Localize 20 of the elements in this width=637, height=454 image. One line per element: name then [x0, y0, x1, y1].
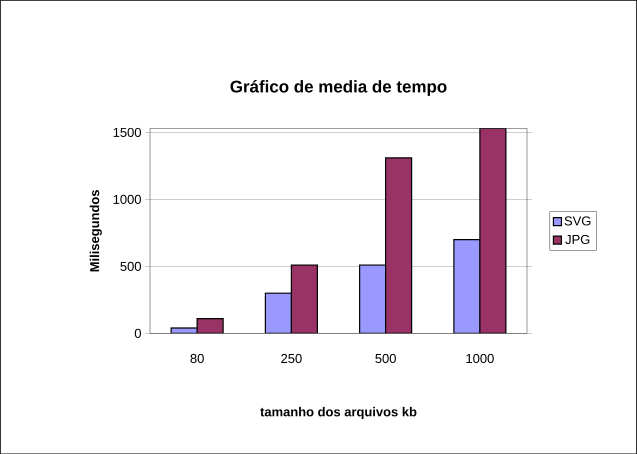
- legend-label: SVG: [564, 216, 590, 226]
- chart-title: Gráfico de media de tempo: [230, 80, 447, 96]
- bar: [196, 318, 224, 334]
- x-tick-label: 250: [281, 354, 302, 363]
- bar: [385, 157, 412, 334]
- y-tick-label: 0: [134, 328, 141, 338]
- bar: [453, 238, 480, 334]
- bar: [264, 292, 292, 334]
- x-tick-label: 1000: [466, 354, 494, 363]
- bar: [359, 264, 386, 334]
- y-tick-label: 500: [120, 262, 141, 271]
- x-tick-label: 500: [375, 354, 396, 363]
- legend-label: JPG: [565, 234, 590, 244]
- x-tick-label: 80: [190, 354, 204, 363]
- y-tick-label: 1500: [114, 128, 141, 137]
- bar: [479, 128, 506, 334]
- y-axis-title: Milisegundos: [90, 190, 102, 272]
- y-tick-label: 1000: [114, 194, 141, 204]
- x-axis-title: tamanho dos arquivos kb: [260, 406, 416, 419]
- bar: [290, 264, 318, 334]
